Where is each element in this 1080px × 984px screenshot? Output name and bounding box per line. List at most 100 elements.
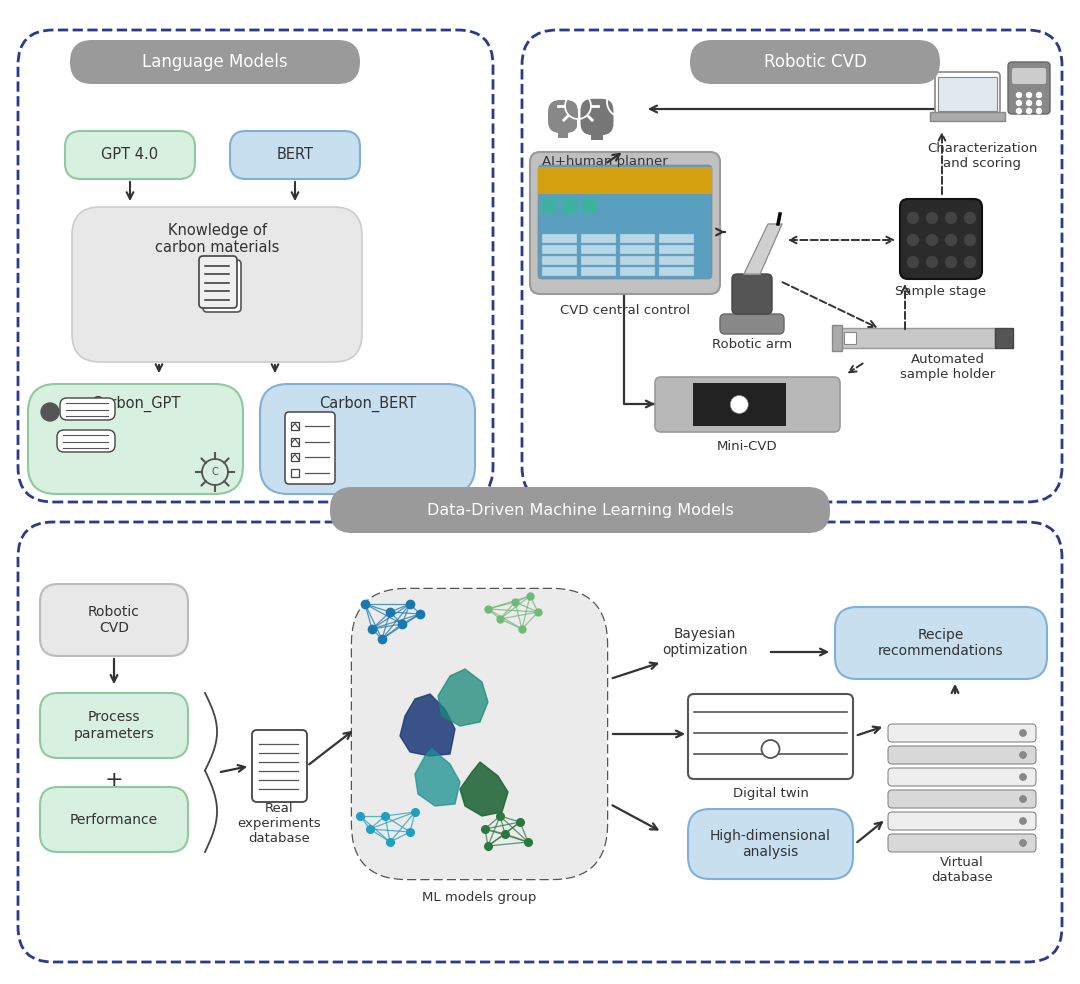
- FancyBboxPatch shape: [70, 40, 360, 84]
- Circle shape: [1037, 108, 1041, 113]
- Bar: [620, 256, 654, 265]
- Text: Mini-CVD: Mini-CVD: [717, 440, 778, 453]
- Bar: [581, 245, 616, 254]
- FancyBboxPatch shape: [330, 487, 831, 533]
- Circle shape: [1020, 752, 1026, 758]
- Bar: [538, 167, 712, 194]
- FancyBboxPatch shape: [688, 694, 853, 779]
- Bar: [591, 134, 603, 140]
- FancyBboxPatch shape: [199, 256, 237, 308]
- FancyBboxPatch shape: [28, 384, 243, 494]
- Text: Real
experiments
database: Real experiments database: [238, 803, 322, 845]
- Circle shape: [1016, 108, 1022, 113]
- Bar: [291, 453, 299, 461]
- Circle shape: [927, 257, 937, 268]
- Circle shape: [1020, 730, 1026, 736]
- Bar: [291, 422, 299, 430]
- Polygon shape: [415, 749, 460, 806]
- Text: Process
parameters: Process parameters: [73, 710, 154, 741]
- Circle shape: [1037, 100, 1041, 105]
- Bar: [581, 267, 616, 276]
- Bar: [659, 245, 694, 254]
- Circle shape: [761, 740, 780, 758]
- Text: High-dimensional
analysis: High-dimensional analysis: [710, 829, 831, 859]
- Text: Automated
sample holder: Automated sample holder: [901, 353, 996, 381]
- Text: ML models group: ML models group: [422, 891, 537, 903]
- Text: Virtual
database: Virtual database: [931, 856, 993, 884]
- Bar: [557, 132, 568, 138]
- Text: Recipe
recommendations: Recipe recommendations: [878, 628, 1003, 658]
- Bar: [939, 77, 997, 111]
- Circle shape: [1037, 92, 1041, 97]
- Bar: [930, 112, 1005, 121]
- Circle shape: [927, 213, 937, 223]
- Bar: [620, 245, 654, 254]
- FancyBboxPatch shape: [688, 809, 853, 879]
- FancyBboxPatch shape: [72, 207, 362, 362]
- Text: +: +: [105, 770, 123, 790]
- FancyBboxPatch shape: [888, 790, 1036, 808]
- Circle shape: [730, 396, 748, 413]
- Bar: [562, 197, 578, 214]
- Bar: [840, 328, 995, 348]
- Bar: [659, 256, 694, 265]
- FancyBboxPatch shape: [690, 40, 940, 84]
- Circle shape: [945, 257, 957, 268]
- Text: CVD central control: CVD central control: [559, 303, 690, 317]
- Circle shape: [1020, 752, 1026, 758]
- Circle shape: [945, 213, 957, 223]
- Polygon shape: [460, 762, 508, 816]
- Polygon shape: [744, 224, 782, 274]
- Bar: [659, 234, 694, 243]
- Text: Bayesian
optimization: Bayesian optimization: [662, 627, 747, 657]
- Text: C: C: [212, 467, 218, 477]
- Circle shape: [1026, 92, 1031, 97]
- FancyBboxPatch shape: [260, 384, 475, 494]
- FancyBboxPatch shape: [285, 412, 335, 484]
- Bar: [291, 438, 299, 446]
- Text: Knowledge of
carbon materials: Knowledge of carbon materials: [154, 222, 280, 255]
- Circle shape: [1016, 100, 1022, 105]
- Bar: [620, 267, 654, 276]
- FancyBboxPatch shape: [548, 100, 578, 133]
- Circle shape: [41, 403, 59, 421]
- Text: Robotic CVD: Robotic CVD: [764, 53, 866, 71]
- FancyBboxPatch shape: [60, 398, 114, 420]
- FancyBboxPatch shape: [1012, 68, 1047, 84]
- FancyBboxPatch shape: [935, 72, 1000, 114]
- FancyBboxPatch shape: [654, 377, 840, 432]
- Bar: [843, 332, 856, 344]
- FancyBboxPatch shape: [538, 165, 712, 279]
- Circle shape: [927, 234, 937, 245]
- Bar: [542, 267, 577, 276]
- Text: Performance: Performance: [70, 813, 158, 827]
- Bar: [291, 468, 299, 476]
- FancyBboxPatch shape: [203, 260, 241, 312]
- Circle shape: [1020, 730, 1026, 736]
- FancyBboxPatch shape: [720, 314, 784, 334]
- Bar: [542, 197, 558, 214]
- Text: Carbon_BERT: Carbon_BERT: [319, 396, 416, 412]
- FancyBboxPatch shape: [581, 98, 613, 135]
- Circle shape: [907, 257, 918, 268]
- Circle shape: [945, 234, 957, 245]
- Circle shape: [1020, 796, 1026, 802]
- Circle shape: [907, 213, 918, 223]
- Bar: [620, 234, 654, 243]
- Bar: [995, 328, 1013, 348]
- Bar: [542, 234, 577, 243]
- Bar: [659, 267, 694, 276]
- Polygon shape: [400, 694, 455, 756]
- FancyBboxPatch shape: [888, 812, 1036, 830]
- Bar: [542, 245, 577, 254]
- FancyBboxPatch shape: [1008, 62, 1050, 114]
- Circle shape: [1020, 840, 1026, 846]
- FancyBboxPatch shape: [530, 152, 720, 294]
- Circle shape: [964, 234, 975, 245]
- FancyBboxPatch shape: [40, 584, 188, 656]
- FancyBboxPatch shape: [40, 787, 188, 852]
- Circle shape: [1020, 774, 1026, 780]
- FancyBboxPatch shape: [888, 746, 1036, 764]
- Circle shape: [964, 257, 975, 268]
- FancyBboxPatch shape: [57, 430, 114, 452]
